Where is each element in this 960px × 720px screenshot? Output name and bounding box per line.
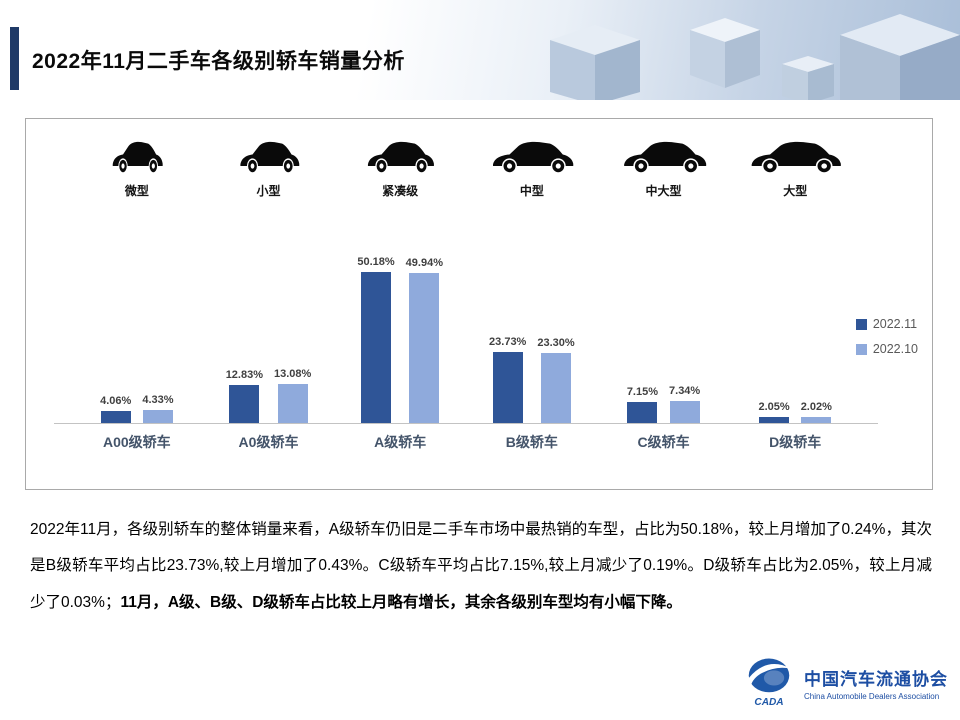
category-label: D级轿车 — [769, 434, 822, 450]
bar-2022.11 — [229, 384, 260, 423]
bar-2022.11 — [627, 401, 658, 423]
vehicle-type-5: 中大型 — [598, 139, 730, 199]
bar-value-label: 2.02% — [800, 400, 832, 413]
org-name-cn: 中国汽车流通协会 — [804, 670, 948, 689]
org-name-en: China Automobile Dealers Association — [804, 692, 940, 701]
bar-with-label: 23.30% — [537, 337, 575, 423]
chart-legend: 2022.11 2022.10 — [855, 317, 918, 356]
car-icon — [751, 141, 842, 173]
title-accent-bar — [10, 27, 19, 90]
bar-with-label: 50.18% — [357, 256, 395, 423]
car-icon — [623, 141, 706, 173]
bar-value-label: 7.34% — [669, 384, 701, 397]
bar-with-label: 4.06% — [100, 395, 131, 423]
bar-value-label: 23.30% — [537, 337, 575, 350]
bar-with-label: 7.34% — [669, 385, 700, 423]
car-icon — [112, 141, 163, 173]
category-label: B级轿车 — [505, 434, 558, 450]
category-label: A00级轿车 — [102, 434, 171, 450]
vehicle-type-label: 小型 — [256, 184, 281, 198]
bar-group-C级轿车: 7.15% 7.34% — [598, 385, 730, 423]
bar-value-label: 50.18% — [357, 256, 395, 269]
category-label: A0级轿车 — [238, 434, 299, 450]
vehicle-type-label: 中型 — [519, 184, 544, 198]
legend-label: 2022.11 — [872, 317, 918, 331]
bar-with-label: 4.33% — [142, 394, 174, 423]
bar-with-label: 2.02% — [801, 401, 832, 423]
bar-2022.10 — [409, 273, 440, 423]
bar-2022.10 — [801, 416, 832, 423]
analysis-regular-text: 2022年11月，各级别轿车的整体销量来看，A级轿车仍旧是二手车市场中最热销的车… — [30, 521, 932, 611]
bar-value-label: 2.05% — [758, 400, 790, 413]
legend-item-2022.11: 2022.11 — [855, 317, 918, 331]
cada-logo-text: CADA — [754, 697, 783, 708]
legend-swatch — [855, 318, 867, 330]
bar-2022.11 — [759, 416, 790, 423]
legend-item-2022.10: 2022.10 — [855, 342, 918, 356]
vehicle-type-label: 大型 — [783, 184, 808, 198]
car-icon — [368, 141, 435, 173]
bar-group-D级轿车: 2.05% 2.02% — [729, 401, 861, 423]
bar-with-label: 12.83% — [226, 369, 263, 423]
bar-2022.10 — [541, 353, 571, 423]
cubes-decoration-image — [550, 14, 960, 100]
vehicle-type-6: 大型 — [729, 139, 861, 199]
vehicle-type-1: 微型 — [71, 139, 203, 199]
bar-value-label: 13.08% — [274, 367, 312, 380]
vehicle-type-3: 紧凑级 — [334, 139, 466, 199]
vehicle-type-label: 中大型 — [645, 184, 682, 198]
vehicle-type-label: 紧凑级 — [382, 184, 419, 198]
page-title: 2022年11月二手车各级别轿车销量分析 — [32, 50, 405, 73]
vehicle-type-2: 小型 — [203, 139, 335, 199]
vehicle-type-4: 中型 — [466, 139, 598, 199]
bar-2022.11 — [492, 351, 523, 423]
x-axis-line — [54, 423, 878, 424]
bar-group-B级轿车: 23.73% 23.30% — [466, 336, 598, 423]
bar-group-A级轿车: 50.18% 49.94% — [334, 256, 466, 423]
category-label: A级轿车 — [374, 434, 427, 450]
analysis-paragraph: 2022年11月，各级别轿车的整体销量来看，A级轿车仍旧是二手车市场中最热销的车… — [30, 512, 932, 621]
bar-group-A0级轿车: 12.83% 13.08% — [203, 368, 335, 423]
analysis-bold-text: 11月，A级、B级、D级轿车占比较上月略有增长，其余各级别车型均有小幅下降。 — [120, 593, 682, 611]
bar-value-label: 4.33% — [142, 394, 174, 407]
bar-2022.10 — [277, 383, 308, 423]
bar-2022.11 — [361, 272, 392, 423]
bar-chart: 4.06% 4.33% 12.83% 13.08% 50.18% 49.94% 23.73%… — [71, 215, 861, 423]
vehicle-type-row: 微型 小型 紧凑级 中型 中大型 大型 — [71, 139, 861, 199]
chart-panel: 微型 小型 紧凑级 中型 中大型 大型 4.06% 4.33% 12.83% 13.0… — [25, 118, 933, 490]
bar-2022.11 — [100, 410, 131, 423]
header: 2022年11月二手车各级别轿车销量分析 — [0, 0, 960, 100]
bar-2022.10 — [142, 410, 173, 423]
legend-swatch — [855, 343, 867, 355]
bar-value-label: 23.73% — [489, 335, 527, 348]
category-label: C级轿车 — [637, 434, 690, 450]
bar-with-label: 13.08% — [274, 368, 311, 423]
bar-with-label: 23.73% — [489, 336, 526, 423]
org-name-block: 中国汽车流通协会 China Automobile Dealers Associ… — [804, 665, 948, 701]
bar-group-A00级轿车: 4.06% 4.33% — [71, 394, 203, 423]
car-icon — [239, 141, 299, 173]
legend-label: 2022.10 — [872, 342, 918, 356]
cada-logo-icon: CADA — [748, 658, 791, 708]
bar-with-label: 2.05% — [758, 400, 790, 423]
bar-value-label: 12.83% — [225, 368, 263, 381]
bar-value-label: 49.94% — [405, 257, 443, 270]
bar-value-label: 4.06% — [100, 394, 132, 407]
bar-2022.10 — [669, 400, 700, 423]
vehicle-type-label: 微型 — [124, 184, 149, 198]
bar-with-label: 49.94% — [406, 257, 443, 423]
bar-with-label: 7.15% — [627, 386, 658, 423]
car-icon — [492, 141, 574, 173]
category-labels-row: A00级轿车 A0级轿车 A级轿车 B级轿车 C级轿车 D级轿车 — [71, 432, 861, 452]
org-logo: CADA 中国汽车流通协会 China Automobile Dealers A… — [742, 654, 948, 712]
bar-value-label: 7.15% — [626, 385, 659, 398]
